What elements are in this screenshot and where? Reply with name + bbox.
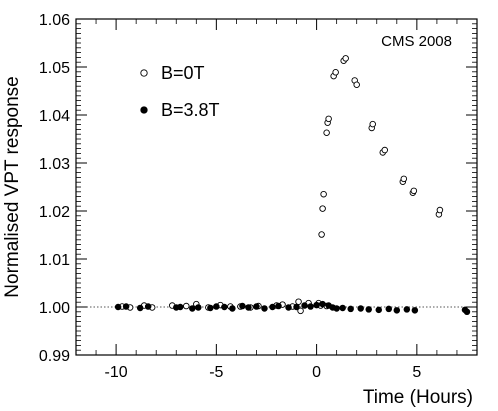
x-axis-title: Time (Hours) bbox=[363, 387, 473, 408]
point-b38t bbox=[411, 307, 419, 314]
legend-label-b38t: B=3.8T bbox=[161, 100, 220, 120]
point-b38t bbox=[307, 303, 314, 310]
x-tick-label: 5 bbox=[412, 364, 421, 381]
point-b38t bbox=[177, 303, 184, 311]
point-b38t bbox=[114, 303, 122, 311]
point-b38t bbox=[122, 303, 130, 310]
point-b38t bbox=[385, 305, 393, 313]
point-b38t bbox=[375, 306, 383, 314]
point-b38t bbox=[275, 302, 282, 310]
y-tick-label: 1.01 bbox=[39, 252, 70, 269]
x-tick-label: -5 bbox=[209, 364, 223, 381]
x-tick-label: -10 bbox=[105, 364, 128, 381]
point-b0t bbox=[319, 205, 326, 212]
point-b0t bbox=[297, 307, 304, 315]
point-b38t bbox=[313, 301, 320, 309]
point-b38t bbox=[261, 305, 268, 312]
point-b38t bbox=[357, 305, 364, 312]
point-b38t bbox=[189, 305, 196, 312]
point-b38t bbox=[269, 303, 276, 311]
y-tick-label: 1.05 bbox=[39, 60, 70, 77]
y-tick-label: 1.03 bbox=[39, 156, 70, 173]
point-b0t bbox=[325, 115, 332, 123]
y-tick-label: 1.02 bbox=[39, 204, 70, 221]
point-b0t bbox=[332, 69, 339, 76]
point-b38t bbox=[285, 304, 292, 311]
axis-ticks bbox=[75, 18, 478, 356]
point-b38t bbox=[347, 305, 354, 313]
point-b38t bbox=[195, 304, 202, 311]
point-b0t bbox=[318, 231, 325, 238]
point-b0t bbox=[410, 187, 418, 195]
point-b38t bbox=[136, 304, 144, 312]
point-b38t bbox=[365, 306, 372, 313]
legend-marker-b0t bbox=[140, 69, 148, 77]
axis-tick-labels: 0.99 1.00 1.01 1.02 1.03 1.04 1.05 1.06 -10 -5 0 5 bbox=[39, 12, 422, 381]
point-b0t bbox=[381, 146, 389, 154]
legend-label-b0t: B=0T bbox=[161, 63, 205, 83]
point-b38t bbox=[301, 302, 308, 309]
point-b38t bbox=[319, 300, 326, 308]
point-b0t bbox=[369, 120, 376, 128]
point-b38t bbox=[239, 302, 246, 310]
point-b38t bbox=[207, 304, 214, 312]
point-b38t bbox=[144, 303, 152, 310]
point-b38t bbox=[293, 303, 300, 311]
point-b38t bbox=[213, 303, 220, 310]
point-b0t bbox=[295, 298, 302, 305]
legend-marker-b38t bbox=[140, 106, 148, 114]
point-b38t bbox=[229, 305, 236, 312]
y-tick-label: 1.06 bbox=[39, 12, 70, 29]
y-tick-label: 1.04 bbox=[39, 108, 70, 125]
point-b38t bbox=[393, 307, 401, 314]
y-tick-label: 1.00 bbox=[39, 300, 70, 317]
point-b0t bbox=[400, 175, 408, 183]
point-b38t bbox=[403, 306, 411, 313]
point-b0t bbox=[320, 190, 327, 198]
point-b0t bbox=[353, 81, 360, 89]
point-b38t bbox=[339, 304, 346, 312]
point-b38t bbox=[463, 308, 471, 316]
point-b38t bbox=[221, 303, 228, 311]
y-tick-label: 0.99 bbox=[39, 348, 70, 365]
point-b0t bbox=[183, 302, 190, 310]
y-axis-title: Normalised VPT response bbox=[2, 76, 23, 297]
point-b38t bbox=[245, 304, 252, 311]
x-tick-label: 0 bbox=[312, 364, 321, 381]
data-points bbox=[114, 55, 471, 316]
point-b0t bbox=[342, 55, 349, 62]
chart-annotation: CMS 2008 bbox=[381, 33, 452, 50]
legend: B=0T B=3.8T bbox=[140, 63, 220, 120]
point-b0t bbox=[323, 129, 330, 137]
point-b38t bbox=[333, 305, 340, 312]
point-b38t bbox=[253, 303, 260, 310]
point-b0t bbox=[436, 206, 444, 214]
